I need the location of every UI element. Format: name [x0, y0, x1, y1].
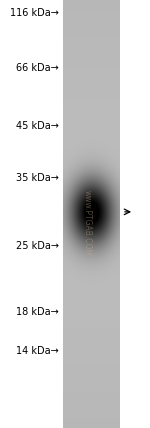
Text: 45 kDa→: 45 kDa→ [16, 121, 59, 131]
Text: 35 kDa→: 35 kDa→ [16, 172, 59, 183]
Text: 14 kDa→: 14 kDa→ [16, 346, 59, 356]
Text: 25 kDa→: 25 kDa→ [16, 241, 59, 251]
Text: 116 kDa→: 116 kDa→ [10, 8, 59, 18]
Text: 18 kDa→: 18 kDa→ [16, 307, 59, 318]
Text: 66 kDa→: 66 kDa→ [16, 63, 59, 74]
Text: www.PTGAB.COM: www.PTGAB.COM [82, 190, 91, 256]
